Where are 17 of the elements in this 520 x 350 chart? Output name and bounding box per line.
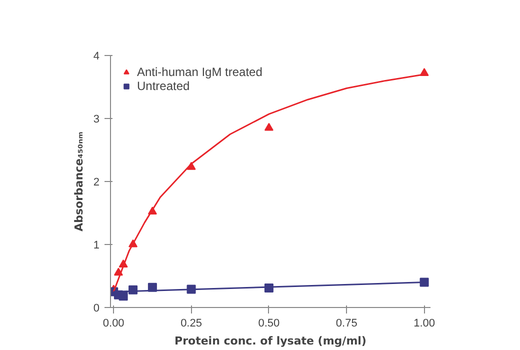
y-tick-label: 1 bbox=[93, 240, 100, 252]
point bbox=[264, 122, 274, 131]
point bbox=[118, 292, 128, 301]
x-tick-label: 0.00 bbox=[102, 318, 124, 330]
x-tick-label: 0.75 bbox=[336, 318, 358, 330]
x-tick-label: 1.00 bbox=[414, 318, 436, 330]
y-axis-title: Absorbance₄₅₀ₙₘ bbox=[72, 132, 86, 232]
point bbox=[420, 278, 429, 287]
y-tick-label: 0 bbox=[93, 302, 100, 314]
y-tick-label: 3 bbox=[93, 114, 100, 126]
legend-label: Untreated bbox=[137, 79, 190, 93]
x-tick-label: 0.50 bbox=[258, 318, 280, 330]
x-tick-label: 0.25 bbox=[180, 318, 202, 330]
y-tick-label: 2 bbox=[93, 176, 100, 188]
x-axis-title: Protein conc. of lysate (mg/ml) bbox=[174, 334, 366, 348]
y-tick-label: 4 bbox=[93, 50, 100, 62]
legend-label: Anti-human IgM treated bbox=[137, 65, 262, 79]
